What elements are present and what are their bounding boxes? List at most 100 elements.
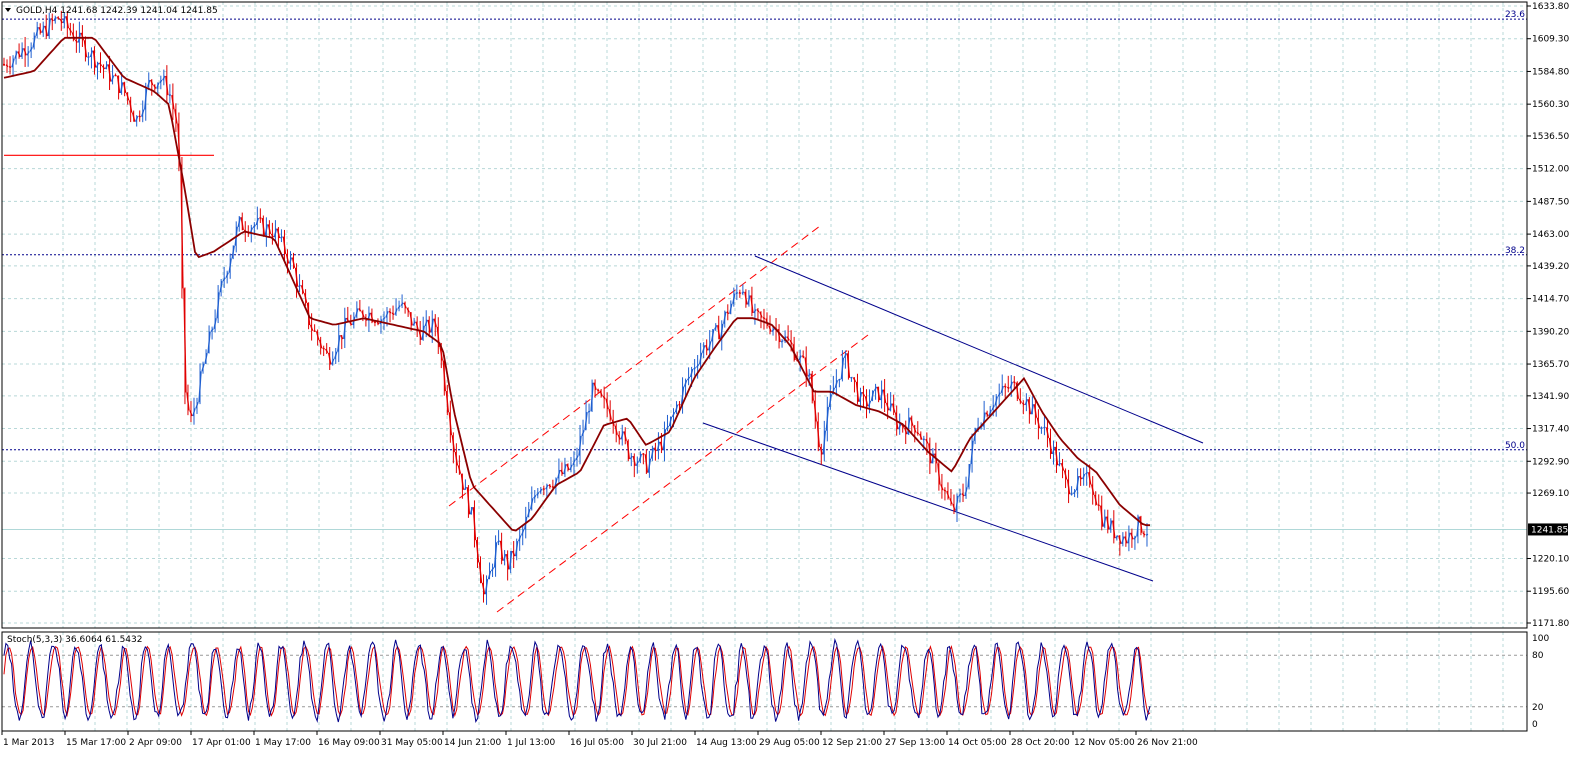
symbol-header: GOLD,H4 1241.68 1242.39 1241.04 1241.85 <box>16 6 218 16</box>
price-candle-body <box>186 392 190 411</box>
chart-frame <box>1 1 1528 732</box>
price-candle-body <box>864 396 869 407</box>
price-tick-label: 1536.50 <box>1532 132 1569 142</box>
price-candle-body <box>527 508 531 518</box>
price-candle-body <box>83 40 88 58</box>
price-candle-body <box>11 58 15 68</box>
price-candle-body <box>1091 484 1095 495</box>
price-candle-body <box>913 425 917 433</box>
price-candle-body <box>80 32 85 41</box>
price-candle-body <box>328 352 332 365</box>
price-candle-body <box>1130 532 1134 540</box>
price-candle-body <box>394 308 398 315</box>
price-candle-body <box>1009 381 1013 389</box>
price-candle-body <box>1033 404 1038 418</box>
price-candle-body <box>1100 505 1104 527</box>
current-price-badge <box>1528 523 1568 536</box>
price-candle-body <box>533 494 537 499</box>
price-candle-body <box>753 309 757 314</box>
price-candle-body <box>56 16 60 20</box>
price-candle-body <box>282 236 287 255</box>
price-candle-body <box>478 562 483 583</box>
price-candle-body <box>1127 532 1131 544</box>
price-candle-body <box>656 441 661 452</box>
price-candle-body <box>1109 520 1113 530</box>
price-candle-body <box>599 390 603 397</box>
price-candle-body <box>937 463 941 485</box>
time-tick-label: 14 Aug 13:00 <box>696 738 757 748</box>
price-tick-label: 1584.80 <box>1532 67 1569 77</box>
price-candle-body <box>92 50 97 68</box>
price-candle-body <box>355 308 359 317</box>
price-candle-body <box>505 554 510 570</box>
price-candle-body <box>5 64 9 68</box>
price-tick-label: 1317.40 <box>1532 425 1569 435</box>
price-candle-body <box>424 319 428 327</box>
price-candle-body <box>1072 490 1077 495</box>
time-tick-label: 30 Jul 21:00 <box>633 738 687 748</box>
stoch-header: Stoch(5,3,3) 36.6064 61.5432 <box>7 635 142 645</box>
price-candle-body <box>41 25 45 33</box>
price-candle-body <box>970 440 974 465</box>
price-candle-body <box>493 542 498 568</box>
price-candle-body <box>608 408 612 420</box>
price-candle-body <box>237 217 241 228</box>
price-candle-body <box>340 334 344 340</box>
price-candle-body <box>427 319 431 333</box>
price-candle-body <box>1018 398 1022 403</box>
price-candle-body <box>650 447 655 459</box>
falling-channel-lower <box>702 422 1154 582</box>
price-tick-label: 1487.50 <box>1532 197 1569 207</box>
price-candle-body <box>584 412 588 431</box>
price-candle-body <box>29 47 33 52</box>
price-candle-body <box>1024 399 1029 406</box>
price-tick-label: 1171.80 <box>1532 619 1569 629</box>
price-candle-body <box>539 488 543 493</box>
price-candle-body <box>159 79 163 84</box>
time-tick-label: 17 Apr 01:00 <box>192 738 251 748</box>
price-candle-body <box>116 75 121 94</box>
price-candle-body <box>644 454 649 473</box>
falling-channel-upper <box>754 255 1204 444</box>
price-candle-body <box>20 48 24 58</box>
price-tick-label: 1365.70 <box>1532 360 1569 370</box>
price-candle-body <box>68 27 72 33</box>
price-candle-body <box>952 503 956 511</box>
price-candle-body <box>502 553 507 561</box>
price-candle-body <box>674 404 679 413</box>
price-candle-body <box>572 459 576 466</box>
price-candle-body <box>659 441 664 450</box>
price-tick-label: 1463.00 <box>1532 230 1569 240</box>
price-tick-label: 1220.10 <box>1532 554 1569 564</box>
price-candle-body <box>14 51 18 59</box>
price-candle-body <box>668 416 673 427</box>
grid-layer <box>2 2 1527 731</box>
time-tick-label: 31 May 05:00 <box>381 738 443 748</box>
price-candle-body <box>798 355 802 361</box>
price-candle-body <box>891 403 896 413</box>
price-candle-body <box>153 84 157 89</box>
price-tick-label: 1609.30 <box>1532 35 1569 45</box>
price-candle-body <box>1121 536 1125 545</box>
price-candle-body <box>207 331 211 354</box>
price-candle-body <box>231 245 235 259</box>
price-candle-body <box>481 582 486 595</box>
dropdown-arrow-icon <box>5 8 11 12</box>
price-candle-body <box>997 392 1001 397</box>
price-tick-label: 1560.30 <box>1532 100 1569 110</box>
price-candle-body <box>593 382 597 390</box>
price-candle-body <box>807 373 811 377</box>
price-candle-body <box>1048 437 1053 455</box>
price-candle-body <box>1133 536 1137 540</box>
price-candle-body <box>623 431 627 441</box>
stoch-tick-label: 20 <box>1532 703 1544 713</box>
price-candle-body <box>1145 533 1149 536</box>
price-candle-body <box>693 366 697 370</box>
price-candle-body <box>499 540 504 561</box>
price-candle-body <box>1036 417 1041 429</box>
price-candle-body <box>104 64 109 70</box>
price-candle-body <box>358 308 362 312</box>
time-tick-label: 26 Nov 21:00 <box>1137 738 1198 748</box>
price-candle-body <box>472 507 477 541</box>
